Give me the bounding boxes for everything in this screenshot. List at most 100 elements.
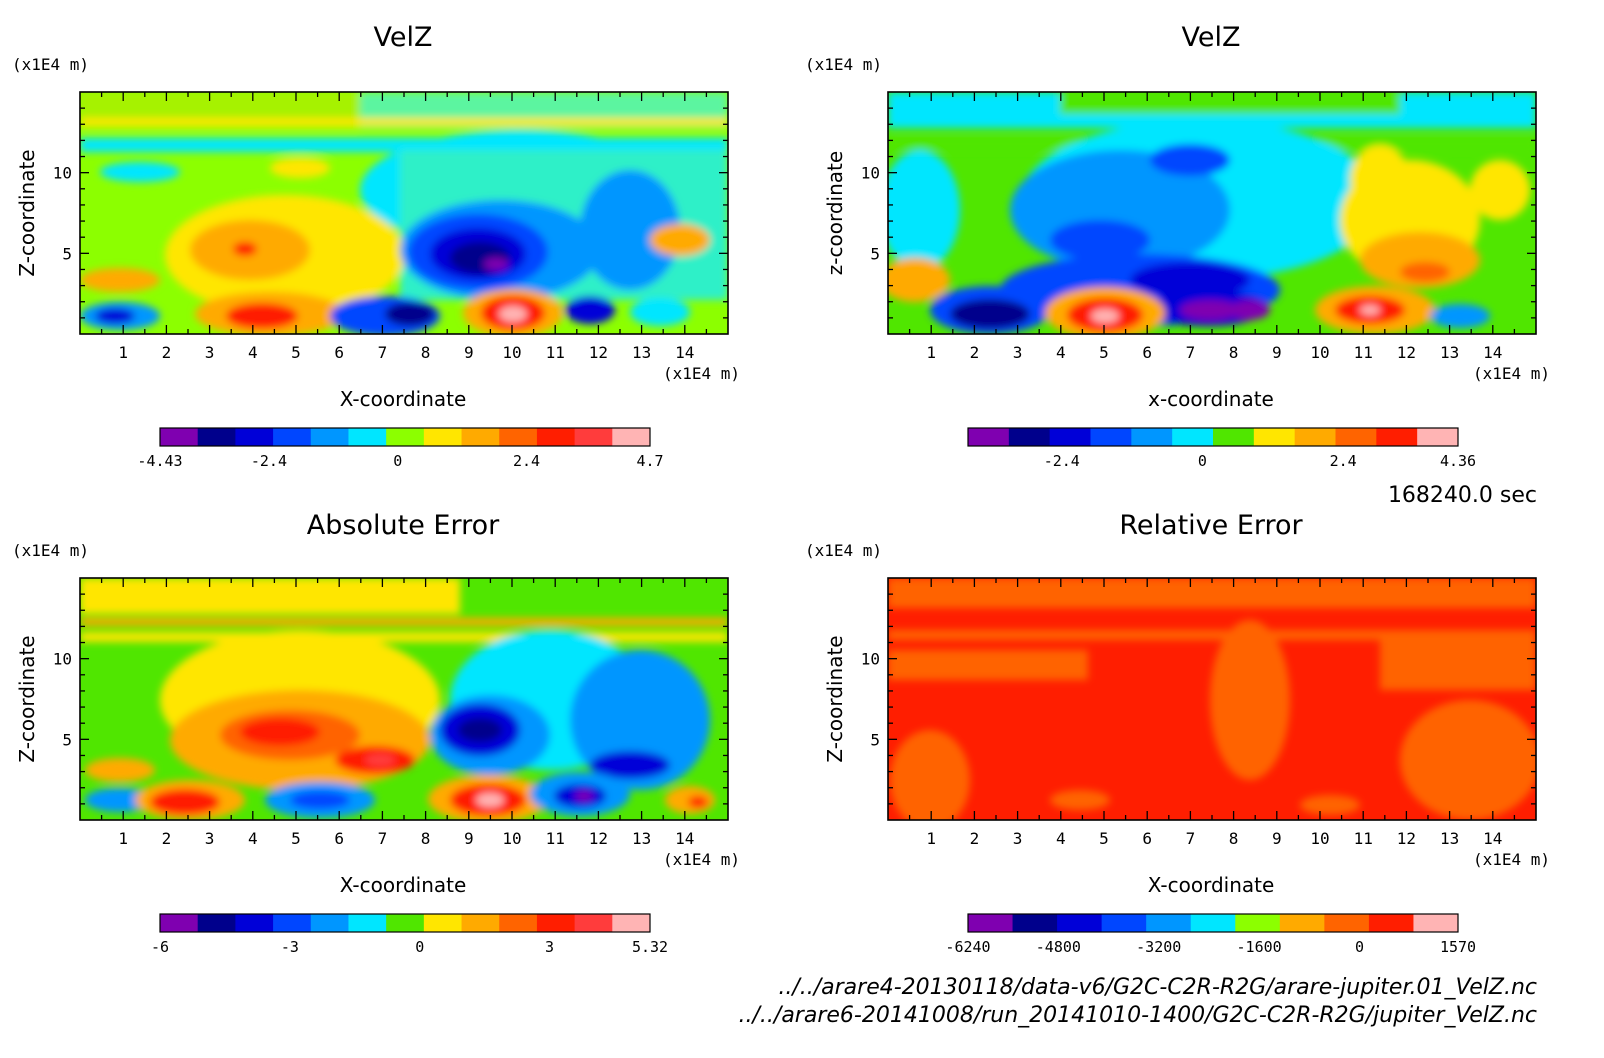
- x-tick-label: 5: [291, 829, 301, 848]
- x-axis-label: X-coordinate: [340, 873, 467, 897]
- x-tick-label: 7: [1186, 829, 1196, 848]
- heatmap-field: [80, 92, 728, 334]
- colorbar-tick-label: -4800: [1036, 938, 1081, 956]
- x-tick-label: 10: [502, 343, 521, 362]
- colorbar-swatch: [1090, 428, 1132, 446]
- x-tick-label: 6: [1142, 343, 1152, 362]
- colorbar-swatch: [348, 914, 387, 932]
- x-tick-label: 9: [464, 829, 474, 848]
- colorbar-swatch: [423, 914, 463, 932]
- x-tick-label: 9: [1272, 829, 1282, 848]
- x-tick-label: 11: [1354, 829, 1373, 848]
- chart-title: Relative Error: [1119, 510, 1303, 541]
- colorbar-swatch: [1057, 914, 1103, 932]
- x-tick-label: 5: [1099, 343, 1109, 362]
- colorbar-tick-label: 5.32: [632, 938, 668, 956]
- panel-velz-1: VelZ (x1E4 m): [12, 22, 740, 470]
- colorbar-tick-label: -2.4: [251, 452, 287, 470]
- y-axis-label: Z-coordinate: [823, 635, 847, 762]
- colorbar-swatch: [1376, 428, 1418, 446]
- y-axis-label: Z-coordinate: [15, 635, 39, 762]
- colorbar-swatch: [423, 428, 463, 446]
- colorbar-frame: [159, 913, 651, 933]
- colorbar-tick-label: 0: [415, 938, 424, 956]
- x-tick-label: 2: [162, 343, 172, 362]
- x-tick-label: 6: [1142, 829, 1152, 848]
- colorbar-tick-label: -3: [281, 938, 299, 956]
- colorbar-swatch: [1413, 914, 1459, 932]
- colorbar-tick-label: 4.36: [1440, 452, 1476, 470]
- x-unit-label: (x1E4 m): [663, 364, 740, 383]
- colorbar-swatch: [1008, 428, 1051, 446]
- x-tick-label: 3: [1013, 829, 1023, 848]
- x-tick-label: 13: [1440, 829, 1459, 848]
- y-tick-label: 5: [870, 730, 880, 749]
- colorbar-swatch: [1335, 428, 1377, 446]
- colorbar-swatch: [310, 914, 349, 932]
- colorbar-swatch: [574, 914, 613, 932]
- y-tick-label: 10: [861, 650, 880, 669]
- colorbar-swatch: [461, 428, 500, 446]
- colorbar-swatch: [612, 428, 651, 446]
- x-tick-label: 14: [675, 829, 694, 848]
- colorbar-tick-label: 2.4: [513, 452, 540, 470]
- x-tick-label: 3: [1013, 343, 1023, 362]
- x-tick-label: 7: [378, 343, 388, 362]
- colorbar-swatch: [968, 428, 1010, 446]
- x-unit-label: (x1E4 m): [1473, 850, 1550, 869]
- x-tick-label: 6: [334, 829, 344, 848]
- heatmap-field: [888, 578, 1536, 820]
- x-tick-label: 11: [546, 343, 565, 362]
- y-tick-label: 10: [861, 164, 880, 183]
- colorbar-swatch: [235, 914, 274, 932]
- x-tick-label: 14: [1483, 343, 1502, 362]
- panel-velz-2: VelZ (x1E4 m): [805, 22, 1550, 470]
- colorbar-tick-label: -6240: [945, 938, 990, 956]
- panel-relative-error: Relative Error (x1E4 m) 1 2 3 4 5 6 7 8 9 10 11 12 1…: [805, 510, 1550, 956]
- chart-title: VelZ: [374, 22, 433, 53]
- file-path-1: ../../arare4-20130118/data-v6/G2C-C2R-R2…: [778, 975, 1537, 1000]
- colorbar-swatch: [386, 914, 425, 932]
- x-tick-label: 5: [291, 343, 301, 362]
- y-tick-label: 10: [53, 650, 72, 669]
- x-tick-label: 2: [162, 829, 172, 848]
- colorbar-swatch: [612, 914, 651, 932]
- x-tick-label: 4: [248, 343, 258, 362]
- x-tick-label: 1: [118, 829, 128, 848]
- x-tick-label: 10: [502, 829, 521, 848]
- colorbar-tick-label: 0: [1355, 938, 1364, 956]
- x-tick-label: 3: [205, 343, 215, 362]
- x-tick-label: 13: [1440, 343, 1459, 362]
- x-axis-label: x-coordinate: [1148, 387, 1274, 411]
- colorbar-tick-label: 4.7: [636, 452, 663, 470]
- x-tick-label: 7: [1186, 343, 1196, 362]
- colorbar-swatch: [1324, 914, 1370, 932]
- x-tick-label: 2: [970, 343, 980, 362]
- x-tick-label: 13: [632, 343, 651, 362]
- colorbar-swatch: [348, 428, 387, 446]
- y-unit-label: (x1E4 m): [805, 55, 882, 74]
- colorbar-swatch: [273, 428, 312, 446]
- colorbar-swatch: [968, 914, 1014, 932]
- y-unit-label: (x1E4 m): [805, 541, 882, 560]
- x-tick-label: 8: [421, 829, 431, 848]
- x-tick-label: 9: [464, 343, 474, 362]
- time-label: 168240.0 sec: [1388, 483, 1537, 508]
- y-axis-label: z-coordinate: [823, 151, 847, 275]
- colorbar-swatch: [499, 914, 538, 932]
- x-tick-label: 7: [378, 829, 388, 848]
- x-tick-label: 10: [1310, 343, 1329, 362]
- colorbar-swatch: [160, 428, 199, 446]
- colorbar-swatch: [1294, 428, 1336, 446]
- colorbar-tick-label: -2.4: [1044, 452, 1080, 470]
- colorbar-swatch: [536, 428, 576, 446]
- colorbar-swatch: [235, 428, 274, 446]
- y-tick-label: 5: [62, 730, 72, 749]
- colorbar-swatch: [499, 428, 538, 446]
- y-tick-label: 5: [870, 244, 880, 263]
- colorbar-swatch: [197, 428, 236, 446]
- colorbar-swatch: [1253, 428, 1296, 446]
- colorbar-swatch: [536, 914, 576, 932]
